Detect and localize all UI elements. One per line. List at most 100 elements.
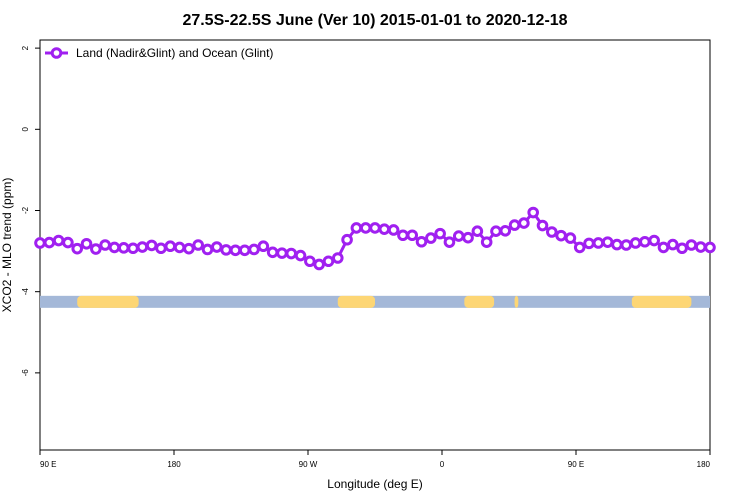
data-point: [555, 229, 567, 242]
data-point: [220, 244, 232, 256]
y-tick-label: 2: [21, 45, 30, 50]
surface-type-bar: [40, 295, 710, 308]
data-point: [90, 243, 102, 255]
data-point: [304, 255, 316, 268]
y-tick-label: 0: [21, 127, 30, 132]
data-point: [266, 246, 279, 259]
data-point: [294, 249, 307, 262]
data-point: [350, 222, 363, 234]
data-point: [601, 236, 614, 248]
data-point: [471, 225, 484, 237]
data-point: [434, 227, 446, 240]
data-point: [573, 241, 586, 254]
data-point: [704, 241, 716, 254]
data-point: [145, 239, 158, 252]
data-point: [229, 244, 242, 257]
x-axis: 90 E 180 90 W 0 90 E 180: [39, 450, 711, 469]
data-point: [490, 225, 502, 237]
land-segment: [514, 295, 519, 308]
legend-marker: [50, 47, 63, 59]
data-point: [611, 238, 623, 251]
data-point: [657, 241, 670, 254]
data-point: [257, 240, 270, 253]
data-point: [452, 230, 465, 242]
data-point: [378, 223, 391, 235]
land-segment: [631, 295, 692, 308]
data-point: [415, 235, 428, 248]
legend: Land (Nadir&Glint) and Ocean (Glint): [45, 46, 273, 60]
x-tick-label: 90 E: [40, 460, 56, 469]
data-point: [136, 241, 149, 253]
data-point: [443, 236, 456, 248]
data-point: [183, 242, 195, 255]
data-point: [34, 237, 46, 249]
data-point: [80, 237, 93, 250]
data-point: [99, 239, 111, 251]
data-point: [564, 232, 577, 244]
x-tick-label: 90 E: [568, 460, 584, 469]
data-point: [685, 239, 698, 251]
data-point: [331, 252, 344, 264]
x-tick-label: 180: [697, 460, 711, 469]
data-point: [211, 241, 223, 253]
series-layer: [34, 206, 716, 271]
data-point: [694, 241, 707, 253]
data-point: [648, 234, 660, 247]
data-point: [108, 241, 121, 254]
data-point: [527, 206, 539, 219]
data-point: [164, 240, 177, 253]
data-point: [592, 237, 605, 249]
data-point: [387, 224, 400, 236]
data-point: [52, 234, 65, 247]
x-axis-label: Longitude (deg E): [327, 477, 422, 491]
data-point: [499, 224, 512, 237]
y-tick-label: -4: [21, 288, 30, 296]
data-point: [629, 237, 642, 249]
data-point: [43, 236, 56, 249]
data-point: [359, 222, 372, 234]
data-point: [238, 244, 251, 257]
land-segment: [77, 295, 139, 308]
data-point: [192, 239, 204, 251]
chart-title: 27.5S-22.5S June (Ver 10) 2015-01-01 to …: [182, 12, 567, 29]
data-point: [508, 219, 521, 231]
data-point: [276, 247, 288, 259]
data-point: [155, 242, 167, 255]
data-point: [173, 241, 186, 254]
x-tick-label: 180: [167, 460, 181, 469]
data-point: [248, 243, 260, 256]
data-point: [369, 222, 381, 234]
data-point: [620, 239, 633, 251]
data-point: [536, 219, 549, 232]
y-tick-label: -6: [21, 369, 30, 377]
data-point: [480, 236, 493, 248]
data-point: [518, 217, 530, 229]
data-point: [639, 235, 651, 248]
data-point: [117, 242, 130, 254]
data-point: [322, 255, 335, 268]
data-point: [313, 258, 325, 271]
y-tick-label: -2: [21, 206, 30, 214]
data-point: [583, 237, 595, 250]
land-segment: [464, 295, 495, 308]
y-axis: 2 0 -2 -4 -6: [21, 45, 40, 376]
legend-entry-label: Land (Nadir&Glint) and Ocean (Glint): [76, 46, 273, 60]
data-point: [341, 233, 353, 246]
data-point: [71, 242, 84, 255]
data-point: [666, 238, 679, 251]
data-point: [62, 236, 74, 249]
data-point: [462, 231, 474, 244]
data-point: [406, 229, 419, 242]
data-point: [397, 229, 409, 242]
data-point: [546, 226, 558, 238]
data-point: [676, 242, 688, 255]
data-point: [285, 247, 298, 260]
x-tick-label: 0: [440, 460, 445, 469]
data-point: [425, 232, 437, 244]
data-point: [201, 243, 214, 256]
y-axis-label: XCO2 - MLO trend (ppm): [0, 178, 14, 313]
data-point: [127, 242, 139, 255]
x-tick-label: 90 W: [299, 460, 318, 469]
land-segment: [337, 295, 375, 308]
